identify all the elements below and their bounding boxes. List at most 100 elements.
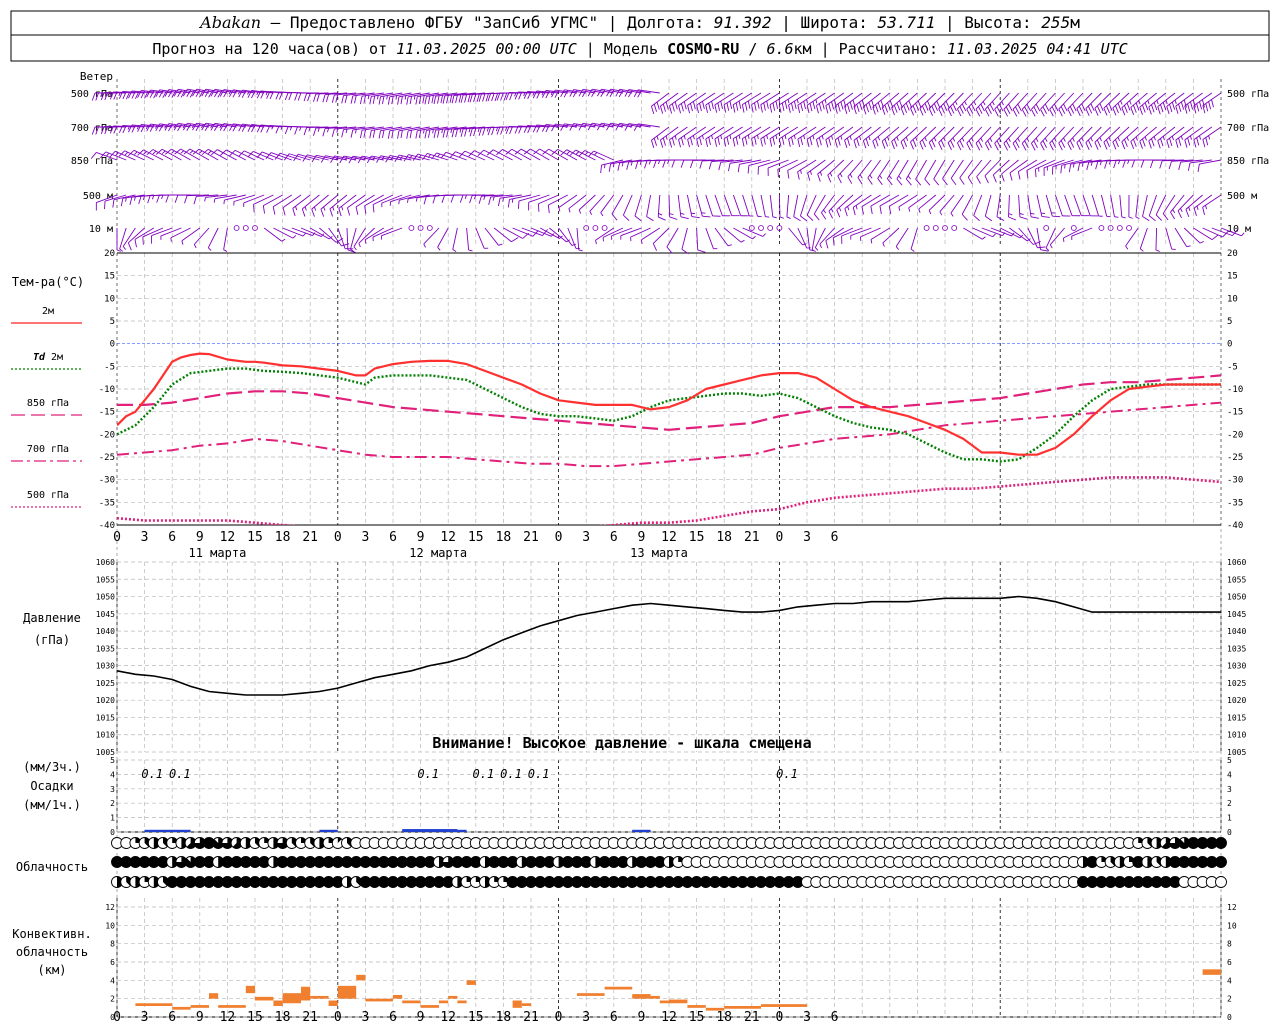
barb-half-feather [766,134,768,139]
wind-barb [832,227,854,246]
barb-feather [545,124,550,133]
barb-feather [651,106,655,115]
wind-barb [301,194,320,217]
wind-barb [542,148,569,161]
wind-barb [210,88,237,98]
precip-3h-amount: 0.1 [500,767,522,781]
header-line2-box [10,34,1270,62]
convective-cloud-bar [402,1000,421,1004]
barb-shaft [161,148,182,161]
barb-shaft [1026,159,1047,171]
barb-feather [1169,104,1173,113]
wind-barb [963,227,986,240]
barb-half-feather [952,137,956,142]
pressure-axis-label: Давление [23,611,81,625]
barb-feather [723,138,727,147]
barb-feather [1077,163,1081,172]
barb-half-feather [228,90,232,95]
barb-feather [928,142,933,150]
temp-ytick-label: -15 [99,408,115,418]
barb-feather [836,209,841,218]
pressure-axis-unit: (гПа) [34,633,70,647]
barb-shaft [315,126,338,129]
barb-half-feather [223,249,228,253]
cloud-fill [442,856,454,868]
barb-feather [870,206,873,215]
barb-shaft [889,194,909,207]
barb-feather [680,159,685,168]
barb-feather [1124,105,1128,113]
cloud-cover-symbol [1123,856,1135,868]
wind-barb [423,227,440,248]
barb-half-feather [830,208,834,213]
barb-feather [1096,105,1102,114]
barb-shaft [189,148,210,161]
barb-feather [503,92,508,101]
barb-feather [1034,169,1037,178]
barb-half-feather [341,206,344,211]
barb-feather [1008,103,1013,112]
barb-shaft [963,227,983,240]
wind-barb [155,148,182,161]
wind-barb [1058,92,1075,117]
barb-half-feather [353,156,357,161]
barb-shaft [660,126,679,141]
cloud-label: Облачность [16,860,88,874]
barb-shaft [1003,126,1019,144]
barb-half-feather [1072,163,1075,168]
barb-half-feather [806,99,808,104]
barb-feather [442,129,446,138]
barb-shaft [564,123,587,128]
barb-half-feather [727,244,732,247]
wind-barb [358,227,375,248]
temp-series-line [117,352,1221,456]
wind-barb [417,225,424,231]
barb-feather [1121,107,1126,116]
barb-feather [671,159,676,168]
barb-shaft [705,227,714,249]
temp-ytick-label-right: 0 [1227,340,1232,350]
wind-barb [541,90,568,99]
barb-feather [294,126,298,135]
barb-feather [1021,109,1027,117]
wind-barb [366,155,394,164]
cloud-cover-symbol [184,837,197,849]
barb-feather [421,153,428,161]
barb-shaft [900,126,918,143]
cloud-fill [1178,837,1190,849]
barb-shaft [566,149,587,161]
barb-shaft [834,126,854,141]
barb-shaft [1094,126,1111,143]
barb-half-feather [578,249,583,252]
barb-feather [186,89,192,97]
barb-feather [996,216,1005,221]
barb-half-feather [839,173,843,178]
barb-feather [238,123,243,132]
wind-barb [669,126,688,148]
wind-barb [806,194,817,221]
barb-shaft [947,126,964,144]
calm-wind-circle [408,225,415,231]
barb-shaft [910,227,918,250]
barb-half-feather [109,92,112,97]
wind-barb [1018,194,1028,220]
barb-feather [400,96,403,105]
barb-half-feather [1138,100,1141,105]
barb-feather [422,95,425,104]
barb-half-feather [1196,205,1199,211]
wind-barb [606,122,633,131]
hour-tick-label: 9 [637,1010,645,1024]
calm-wind-circle [583,225,590,231]
wind-barb [1098,225,1105,231]
barb-feather [1142,138,1146,147]
convective-cloud-bar [190,1005,209,1008]
barb-shaft [150,89,173,94]
barb-shaft [957,126,973,144]
barb-half-feather [313,206,317,211]
wind-barb [118,150,145,161]
barb-shaft [1049,92,1065,110]
wind-barb [657,194,666,221]
precip-ytick-label: 0 [110,828,115,837]
barb-feather [350,95,354,104]
